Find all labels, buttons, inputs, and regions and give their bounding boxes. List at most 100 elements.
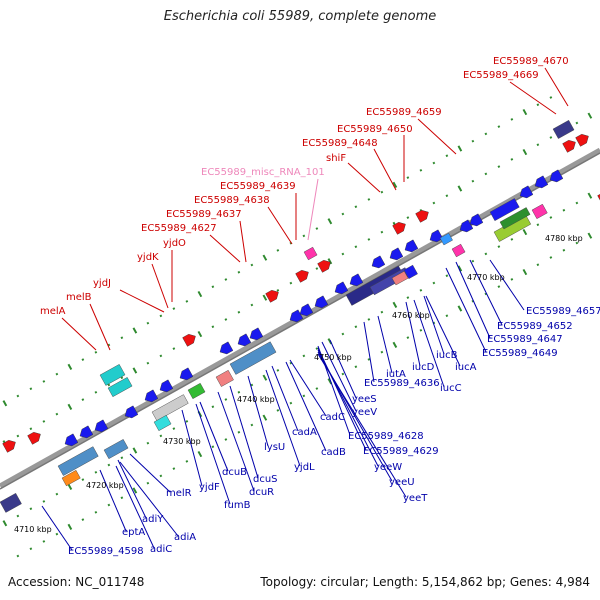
gene-label: iutA [386,369,406,380]
label-leader [265,369,301,467]
gene-label: EC55989_4637 [166,209,242,220]
gene-feature [265,290,279,303]
gene-feature [94,419,109,433]
gene-feature [187,382,206,400]
tick-mark [211,285,215,289]
tick-mark [432,161,436,165]
gene-label: fumB [224,500,251,511]
tick-mark [549,256,553,259]
tick-mark [341,372,345,376]
tick-mark [445,274,449,278]
gene-feature [519,185,534,199]
gene-feature [404,239,419,253]
label-leader [373,148,397,191]
tick-mark [367,358,371,361]
tick-mark [341,212,345,216]
tick-mark [197,450,203,458]
tick-mark [42,380,46,383]
gene-feature [215,369,234,387]
tick-mark [510,117,514,121]
gene-label: yjdO [163,238,186,249]
tick-mark [354,245,358,249]
tick-mark [276,289,280,292]
label-leader [119,289,165,313]
gene-feature [144,389,159,403]
tick-mark [510,157,514,161]
tick-mark [120,456,124,460]
tick-mark [549,96,553,99]
kbp-scale: 4710 kbp 4720 kbp 4730 kbp 4740 kbp 4750… [14,234,583,534]
gene-label: adiA [174,532,196,543]
label-leader [329,339,357,399]
tick-mark [575,201,579,205]
tick-mark [562,208,566,212]
gene-label: EC55989_4629 [363,446,439,457]
gene-label: eptA [122,527,145,538]
tick-mark [276,409,280,412]
tick-mark [172,307,176,310]
tick-mark [315,347,319,350]
gene-label: EC55989_4647 [487,334,563,345]
tick-mark [380,310,384,314]
gene-feature [451,243,466,258]
tick-mark [16,554,20,558]
tick-mark [587,192,593,199]
gene-feature [2,440,16,453]
gene-feature [27,432,41,445]
lower-labels: EC55989_4657 EC55989_4652 EC55989_4647 E… [68,306,600,557]
gene-label: EC55989_4627 [141,223,217,234]
kbp-label: 4780 kbp [545,234,583,243]
label-leader [89,303,111,351]
gene-label: cadA [292,427,317,438]
gene-label: EC55989_4670 [493,56,569,67]
gene-feature [534,175,549,189]
tick-mark [289,281,293,285]
gene-label: iucC [440,383,462,394]
tick-mark [224,398,228,401]
gene-label: cadB [321,447,346,458]
tick-mark [367,318,371,321]
label-leader [229,385,259,479]
gene-label: melR [166,488,192,499]
tick-mark [392,341,398,348]
tick-mark [262,414,268,421]
tick-mark [197,290,203,298]
tick-mark [406,336,410,339]
tick-mark [392,301,398,308]
tick-mark [380,190,384,194]
tick-mark [67,483,73,490]
label-leader [239,220,247,263]
label-leader [425,295,461,367]
tick-mark [419,168,423,172]
gene-label: cadC [320,412,345,423]
tick-mark [146,481,150,485]
tick-mark [16,434,20,438]
tick-mark [211,325,215,329]
gene-label: lysU [264,442,285,453]
label-leader [317,353,407,498]
label-leader [413,299,445,388]
tick-mark [197,330,203,338]
tick-mark [132,447,138,454]
tick-mark [497,165,501,168]
tick-mark [67,523,73,530]
gene-feature [107,377,133,398]
gene-feature [334,281,349,295]
tick-mark [510,237,514,241]
tick-mark [380,350,384,354]
tick-mark [406,216,410,219]
label-leader [199,401,229,472]
label-leader [115,465,155,549]
tick-mark [587,112,593,119]
tick-mark [250,423,254,427]
gene-label: EC55989_4638 [194,195,270,206]
gene-feature [249,327,264,341]
gene-label: yeeV [352,407,377,418]
tick-mark [327,258,333,265]
label-leader [41,505,73,551]
gene-label: melA [40,306,66,317]
gene-label: EC55989_4598 [68,546,144,557]
gene-label: EC55989_4648 [302,138,378,149]
tick-mark [237,270,241,274]
tick-mark [262,294,268,301]
